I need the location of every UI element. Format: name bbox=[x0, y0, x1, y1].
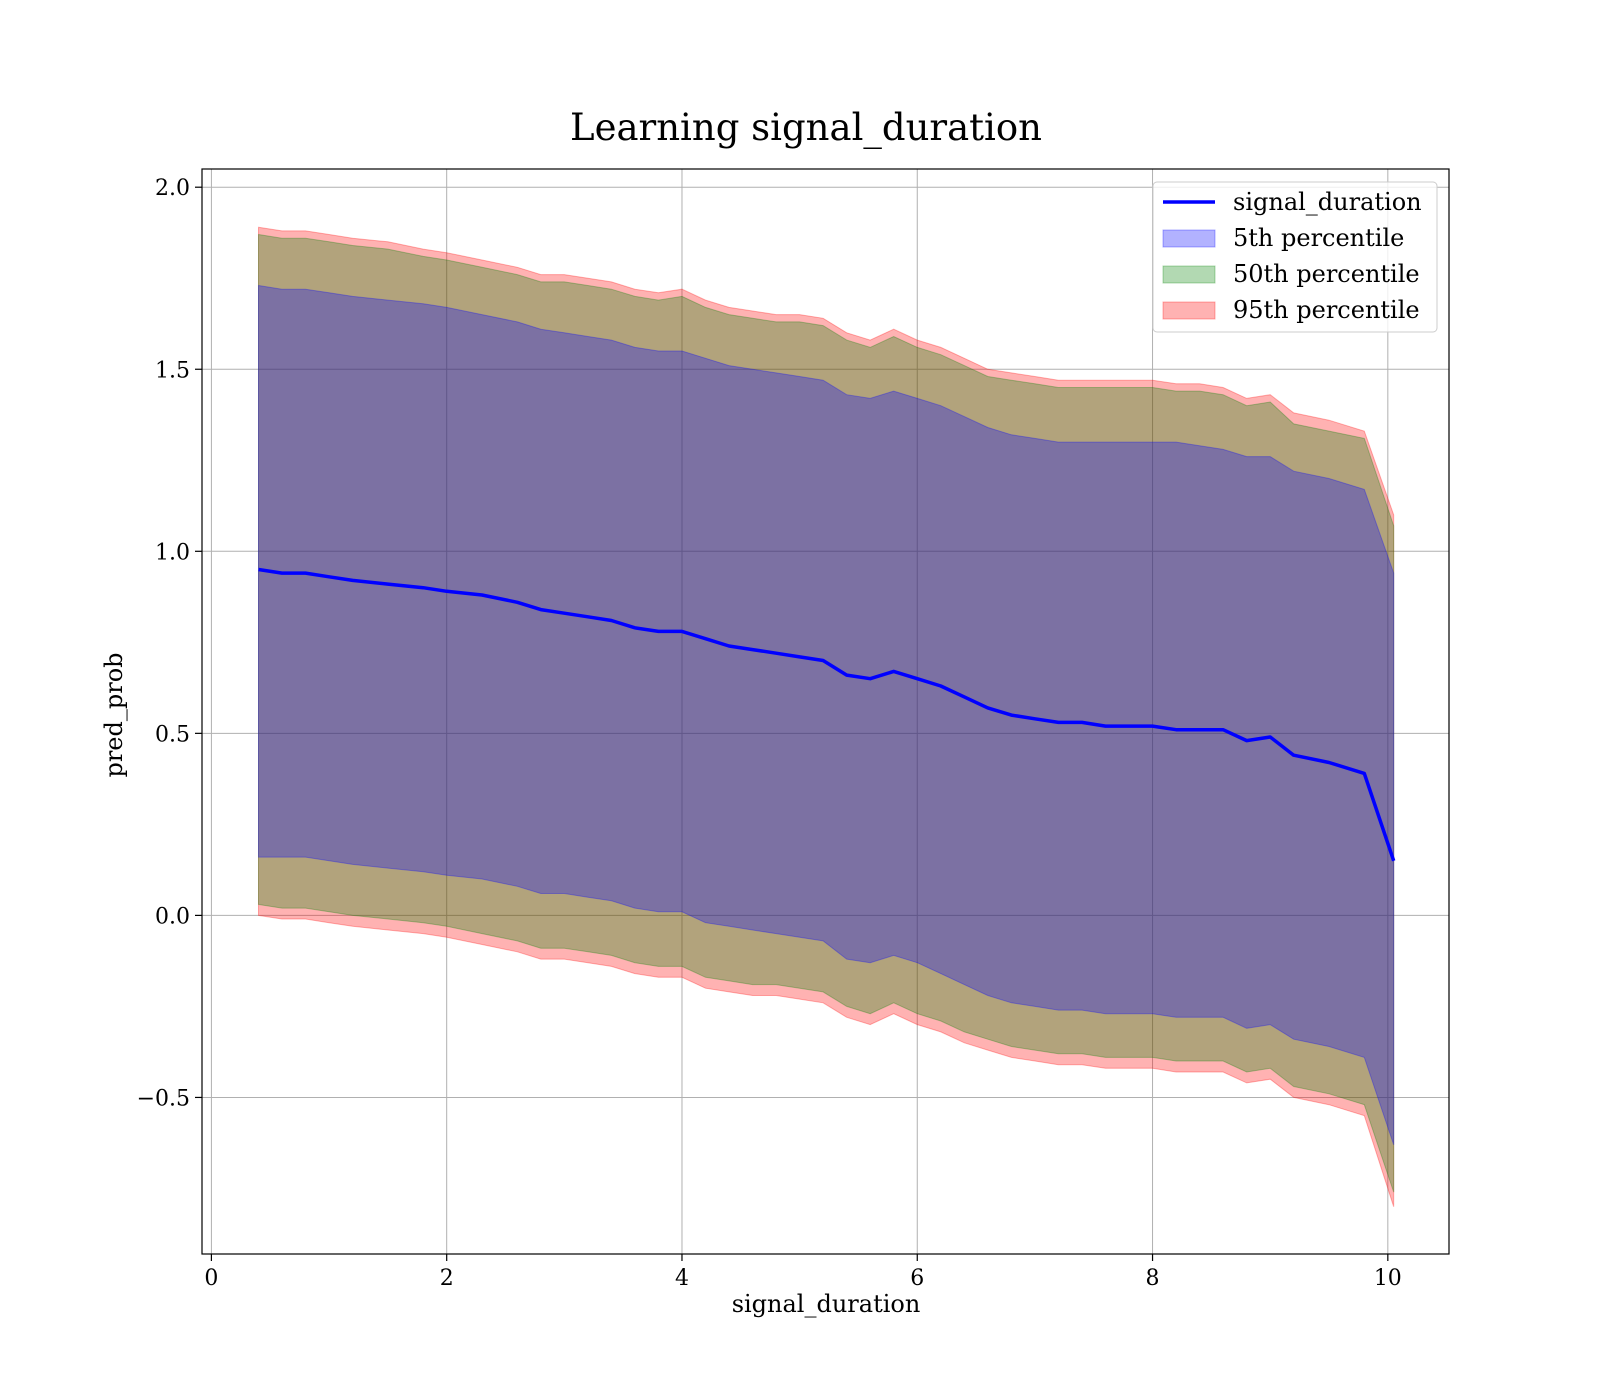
x-axis-ticks: 0 2 4 6 8 10 bbox=[204, 1254, 1402, 1291]
y-tick-label: 2.0 bbox=[155, 176, 190, 201]
axes-background bbox=[202, 169, 1449, 1254]
x-tick-label: 2 bbox=[440, 1266, 454, 1291]
legend-swatch-50th-percentile bbox=[1162, 265, 1216, 284]
plot-area: 0 2 4 6 8 10 −0.5 0.0 0.5 1.0 1.5 2.0 bbox=[137, 168, 1450, 1291]
signal-duration-line bbox=[258, 567, 1396, 862]
legend: signal_duration 5th percentile 50th percen… bbox=[1152, 181, 1438, 333]
y-tick-label: 1.0 bbox=[155, 540, 190, 565]
percentile-bands bbox=[258, 226, 1395, 1207]
legend-swatch-5th-percentile bbox=[1162, 229, 1216, 248]
5th-percentile-band bbox=[258, 284, 1395, 1145]
legend-label-5th-percentile: 5th percentile bbox=[1233, 224, 1404, 252]
chart-title: Learning signal_duration bbox=[570, 106, 1042, 150]
y-axis-ticks: −0.5 0.0 0.5 1.0 1.5 2.0 bbox=[137, 176, 202, 1111]
legend-label-signal-duration: signal_duration bbox=[1233, 188, 1422, 216]
x-tick-label: 8 bbox=[1146, 1266, 1160, 1291]
x-tick-label: 6 bbox=[910, 1266, 924, 1291]
legend-label-50th-percentile: 50th percentile bbox=[1233, 260, 1420, 288]
axes-frame bbox=[201, 168, 1450, 1255]
y-tick-label: 1.5 bbox=[155, 358, 190, 383]
y-axis-label: pred_prob bbox=[100, 652, 128, 777]
y-tick-label: 0.5 bbox=[155, 722, 190, 747]
y-tick-label: −0.5 bbox=[137, 1086, 190, 1111]
50th-percentile-band bbox=[258, 233, 1395, 1193]
legend-label-95th-percentile: 95th percentile bbox=[1233, 296, 1420, 324]
x-tick-label: 0 bbox=[204, 1266, 218, 1291]
x-tick-label: 4 bbox=[675, 1266, 689, 1291]
legend-box bbox=[1152, 181, 1438, 333]
y-tick-label: 0.0 bbox=[155, 904, 190, 929]
95th-percentile-band bbox=[258, 226, 1395, 1207]
x-axis-label: signal_duration bbox=[732, 1290, 921, 1318]
x-tick-label: 10 bbox=[1374, 1266, 1402, 1291]
legend-swatch-95th-percentile bbox=[1162, 301, 1216, 320]
grid-lines bbox=[202, 169, 1449, 1254]
